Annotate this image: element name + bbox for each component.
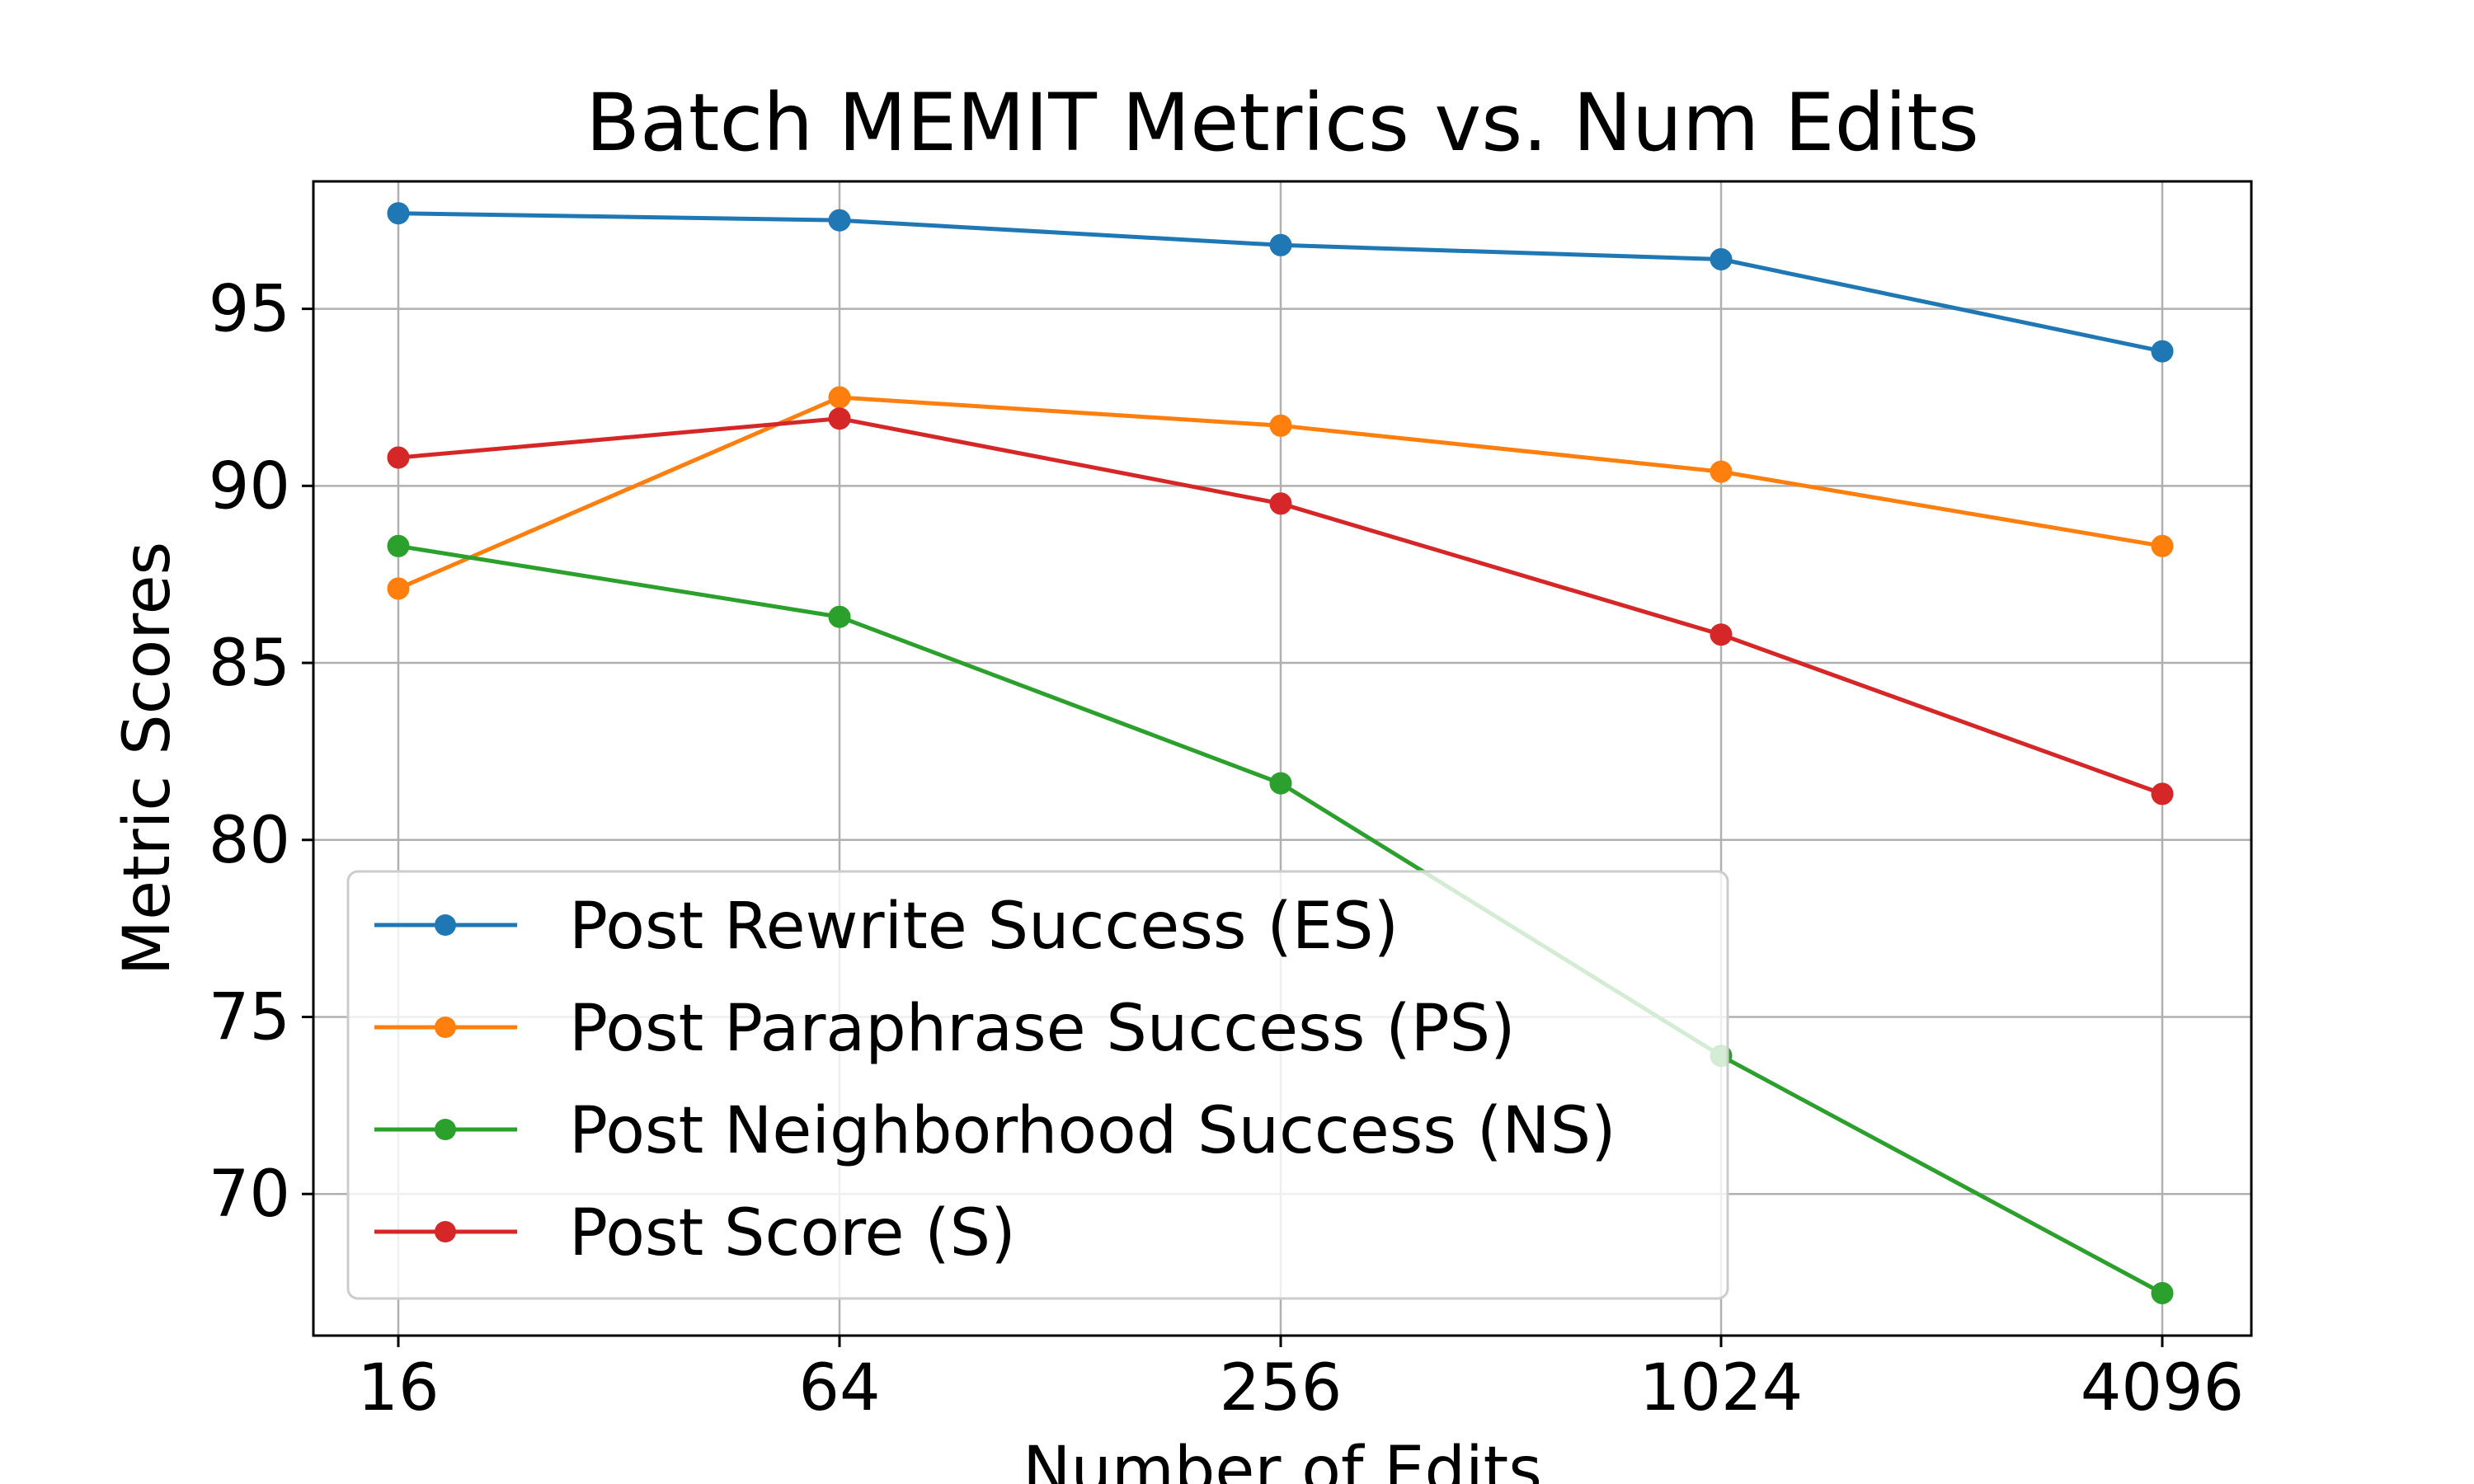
legend-marker-1 — [435, 1017, 456, 1038]
series-0-point — [828, 209, 851, 232]
legend-marker-0 — [435, 914, 456, 936]
x-tick-label: 1024 — [1639, 1351, 1804, 1425]
y-tick-label: 75 — [209, 980, 290, 1054]
series-lines — [387, 202, 2174, 1304]
grid-lines — [313, 181, 2251, 1336]
series-2-point — [387, 534, 410, 557]
y-tick-label: 95 — [209, 273, 290, 347]
series-1-point — [1269, 414, 1292, 437]
y-tick-label: 70 — [209, 1158, 290, 1232]
x-tick-label: 16 — [357, 1351, 439, 1425]
legend-marker-3 — [435, 1221, 456, 1242]
y-tick-label: 80 — [209, 804, 290, 878]
x-axis-label: Number of Edits — [1023, 1434, 1542, 1484]
series-3-point — [2151, 782, 2174, 805]
series-0-point — [2151, 340, 2174, 363]
legend: Post Rewrite Success (ES) Post Paraphrase… — [346, 870, 1729, 1300]
series-3-point — [1710, 623, 1733, 646]
legend-label-0: Post Rewrite Success (ES) — [569, 890, 1399, 964]
legend-label-1: Post Paraphrase Success (PS) — [569, 992, 1516, 1066]
series-0-point — [387, 202, 410, 225]
y-tick-label: 85 — [209, 627, 290, 701]
legend-frame — [346, 870, 1729, 1300]
series-3-point — [387, 446, 410, 469]
x-tick-label: 4096 — [2081, 1351, 2245, 1425]
axes: 16 64 256 1024 4096 70 75 80 85 90 95 — [209, 273, 2245, 1425]
series-1-point — [2151, 534, 2174, 557]
x-tick-label: 256 — [1220, 1351, 1343, 1425]
series-3-point — [1269, 492, 1292, 515]
series-1-point — [1710, 460, 1733, 483]
y-tick-label: 90 — [209, 449, 290, 524]
series-2-point — [828, 605, 851, 628]
series-3-point — [828, 407, 851, 430]
series-2-point — [2151, 1282, 2174, 1304]
series-0-point — [1710, 248, 1733, 270]
x-tick-label: 64 — [798, 1351, 880, 1425]
series-2-point — [1269, 772, 1292, 795]
plot-area-frame — [312, 180, 2253, 1337]
legend-label-2: Post Neighborhood Success (NS) — [569, 1094, 1616, 1168]
series-1-point — [828, 386, 851, 409]
series-1-point — [387, 577, 410, 600]
legend-marker-2 — [435, 1119, 456, 1140]
legend-label-3: Post Score (S) — [569, 1196, 1016, 1270]
chart-title: Batch MEMIT Metrics vs. Num Edits — [586, 77, 1979, 169]
y-axis-label: Metric Scores — [111, 542, 185, 975]
series-0-point — [1269, 233, 1292, 256]
